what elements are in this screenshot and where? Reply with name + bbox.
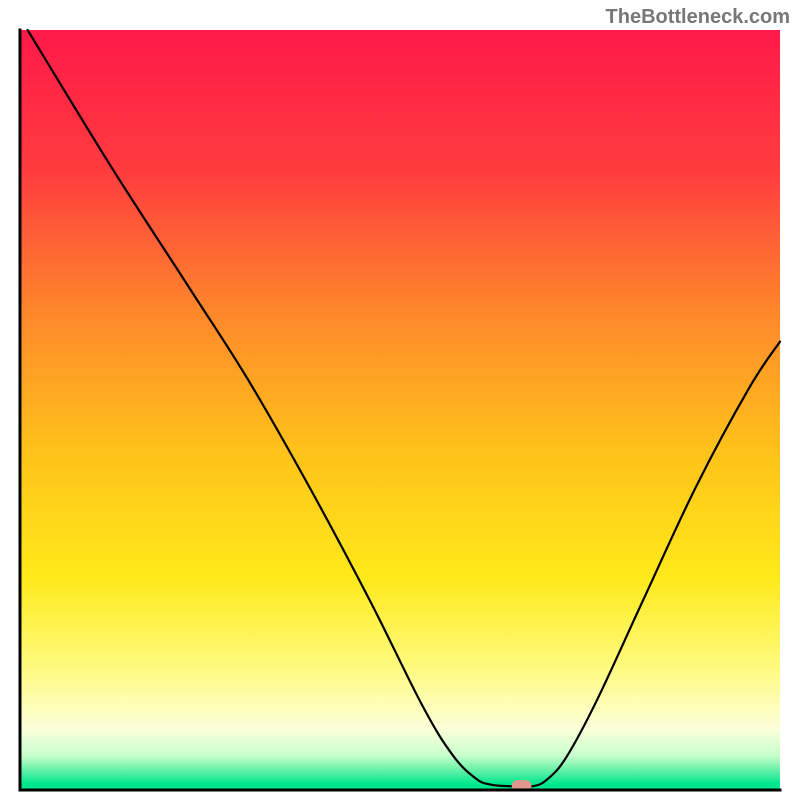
chart-canvas: TheBottleneck.com bbox=[0, 0, 800, 800]
watermark-text: TheBottleneck.com bbox=[606, 6, 790, 29]
bottleneck-line-chart bbox=[0, 0, 800, 800]
plot-background bbox=[20, 30, 780, 790]
